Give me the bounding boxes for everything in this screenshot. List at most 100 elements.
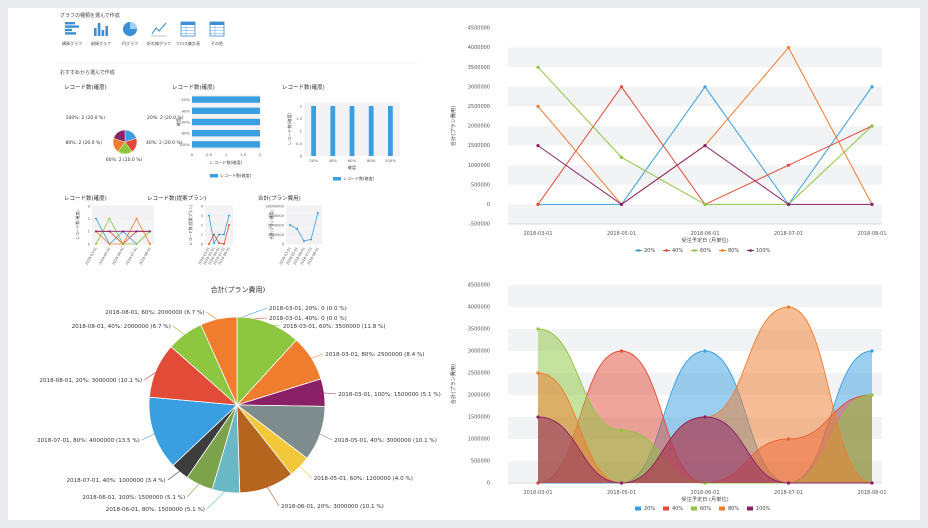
- thumb-point[interactable]: [135, 243, 138, 245]
- thumb-point[interactable]: [218, 242, 220, 245]
- pie-chart-icon[interactable]: [123, 22, 137, 36]
- thumb-point[interactable]: [108, 217, 111, 220]
- chart-type-label[interactable]: その他: [211, 40, 223, 46]
- chart-type-button-4[interactable]: クロス集計表: [176, 21, 200, 46]
- data-point[interactable]: [870, 481, 874, 485]
- thumb-point[interactable]: [208, 214, 210, 217]
- thumb-point[interactable]: [95, 230, 97, 233]
- data-point[interactable]: [703, 85, 707, 89]
- legend-label[interactable]: 20%: [644, 506, 655, 512]
- thumb-line-card[interactable]: レコード数(提案プラン)012342018-03-012018-05-01201…: [147, 194, 233, 266]
- thumb-hbar[interactable]: [192, 107, 260, 114]
- data-point[interactable]: [536, 65, 540, 69]
- data-point[interactable]: [786, 305, 791, 309]
- area-series-fill[interactable]: [538, 417, 872, 483]
- data-point[interactable]: [619, 85, 624, 89]
- data-point[interactable]: [536, 327, 540, 331]
- thumb-vbar[interactable]: [388, 106, 393, 156]
- thumb-hbar[interactable]: [192, 141, 260, 148]
- thumb-pie-card[interactable]: レコード数(確度) 20%: 2 (20.0 %) 40%: 2 (20.0 %) 6…: [64, 83, 184, 163]
- thumb-hbar[interactable]: [192, 118, 260, 126]
- data-point[interactable]: [536, 415, 540, 419]
- thumb-point[interactable]: [108, 230, 111, 233]
- chart-type-label[interactable]: 縦棒グラフ: [91, 40, 111, 46]
- data-point[interactable]: [536, 104, 540, 108]
- data-point[interactable]: [870, 124, 874, 128]
- legend-label[interactable]: 20%: [644, 248, 655, 254]
- thumb-vbar[interactable]: [368, 106, 374, 156]
- thumb-line-card[interactable]: レコード数(確度) 0 1 2 3 2018-03-01 2018-05-01 2018-06…: [64, 194, 154, 266]
- chart-type-button-2[interactable]: 円グラフ: [122, 22, 138, 46]
- chart-type-label[interactable]: 円グラフ: [122, 40, 138, 46]
- legend-label[interactable]: 60%: [700, 506, 711, 512]
- legend-label[interactable]: 100%: [756, 506, 771, 512]
- data-point[interactable]: [619, 349, 624, 353]
- data-point[interactable]: [619, 428, 624, 432]
- thumb-point[interactable]: [122, 243, 124, 245]
- legend-label[interactable]: 80%: [728, 248, 739, 254]
- data-point[interactable]: [786, 481, 791, 485]
- thumb-point[interactable]: [108, 243, 111, 245]
- legend-label[interactable]: 40%: [672, 248, 683, 254]
- thumb-point[interactable]: [228, 214, 230, 217]
- thumb-line-card[interactable]: 合計(プラン費用)0250000050000007500000100000002…: [258, 194, 322, 266]
- line-chart-icon[interactable]: [151, 22, 167, 37]
- thumb-point[interactable]: [218, 233, 220, 236]
- thumb-point[interactable]: [317, 211, 319, 214]
- data-point[interactable]: [619, 202, 624, 206]
- chart-type-button-3[interactable]: 折れ線グラフ: [147, 22, 171, 46]
- area-series-line[interactable]: [537, 306, 873, 484]
- chart-type-button-0[interactable]: 横棒グラフ: [62, 22, 82, 46]
- data-point[interactable]: [703, 415, 707, 419]
- data-point[interactable]: [870, 202, 874, 206]
- chart-type-button-5[interactable]: その他: [209, 21, 225, 46]
- big-pie-slice[interactable]: [200, 316, 238, 406]
- thumb-point[interactable]: [135, 230, 138, 233]
- thumb-point[interactable]: [149, 243, 151, 245]
- thumb-point[interactable]: [213, 242, 215, 245]
- chart-type-button-1[interactable]: 縦棒グラフ: [91, 23, 111, 46]
- data-point[interactable]: [786, 163, 791, 167]
- area-series-fill[interactable]: [538, 329, 872, 483]
- thumb-point[interactable]: [289, 224, 291, 226]
- chart-type-label[interactable]: 折れ線グラフ: [147, 40, 171, 46]
- data-point[interactable]: [786, 202, 791, 206]
- thumb-point[interactable]: [296, 227, 298, 230]
- data-point[interactable]: [536, 371, 540, 375]
- thumb-point[interactable]: [135, 217, 138, 220]
- data-point[interactable]: [619, 481, 624, 485]
- chart-type-label[interactable]: クロス集計表: [176, 40, 200, 46]
- legend-label[interactable]: 60%: [700, 248, 711, 254]
- chart-type-label[interactable]: 横棒グラフ: [62, 40, 82, 46]
- thumb-hbar[interactable]: [192, 130, 260, 137]
- thumb-point[interactable]: [122, 230, 124, 233]
- legend-label[interactable]: 80%: [728, 506, 739, 512]
- thumb-point[interactable]: [213, 233, 215, 236]
- legend-label[interactable]: 100%: [756, 248, 771, 254]
- vbar-chart-icon[interactable]: [94, 23, 108, 36]
- thumb-point[interactable]: [228, 224, 230, 226]
- data-point[interactable]: [870, 85, 874, 89]
- data-point[interactable]: [536, 202, 540, 206]
- thumb-pie-slice[interactable]: [113, 129, 126, 143]
- thumb-point[interactable]: [223, 243, 225, 245]
- thumb-vbar[interactable]: [349, 106, 355, 156]
- thumb-point[interactable]: [95, 243, 97, 245]
- thumb-vbar-card[interactable]: レコード数(確度)20% 40% 60% 80% 100%00.511.52確度レコード…: [282, 83, 400, 181]
- hbar-chart-icon[interactable]: [65, 22, 79, 35]
- thumb-hbar-card[interactable]: レコード数(確度) 20% 40% 60% 80% 100%0 0.5 1 1.5 2 レコード数(…: [172, 83, 262, 178]
- thumb-vbar[interactable]: [311, 106, 316, 156]
- thumb-point[interactable]: [223, 233, 225, 236]
- data-point[interactable]: [870, 349, 874, 353]
- thumb-point[interactable]: [208, 243, 210, 245]
- legend-label[interactable]: 40%: [672, 506, 683, 512]
- data-point[interactable]: [703, 349, 707, 353]
- thumb-point[interactable]: [95, 217, 97, 220]
- thumb-point[interactable]: [303, 239, 305, 242]
- data-point[interactable]: [870, 393, 874, 397]
- area-series-line[interactable]: [537, 416, 872, 484]
- other-table-icon[interactable]: [209, 21, 225, 37]
- area-series-fill[interactable]: [538, 307, 872, 483]
- data-point[interactable]: [703, 144, 707, 148]
- data-point[interactable]: [619, 155, 624, 159]
